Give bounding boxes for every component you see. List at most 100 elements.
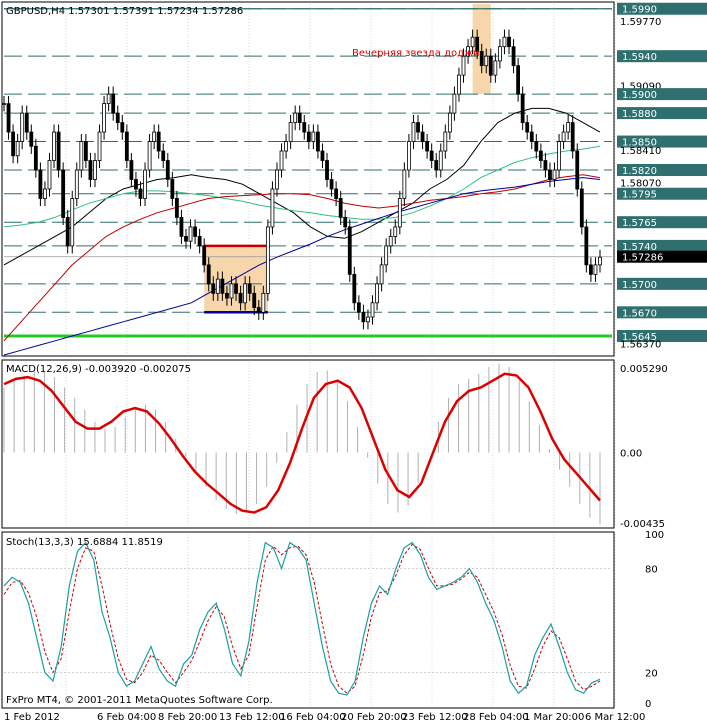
candle-body [507,36,511,48]
candle-body [516,65,521,95]
candle-body [234,283,238,294]
price-axis-label: 1.59770 [620,17,661,28]
candle-body [215,278,220,294]
candle-body [170,179,175,199]
candle-body [429,150,434,161]
candle-body [325,160,329,180]
candle-body [206,264,211,285]
candle-body [316,131,320,152]
candle-body [65,217,70,247]
candle-body [161,150,166,161]
candle-body [143,169,147,199]
stoch-panel [3,534,616,707]
candle-body [302,122,307,133]
candle-body [484,55,489,67]
candle-body [152,131,157,142]
price-axis-label: 1.5645 [622,332,657,343]
candle-body [284,141,288,152]
candle-body [306,131,311,142]
candle-body [334,188,339,199]
candle-body [247,283,252,294]
candle-body [193,226,197,237]
price-label-background [617,239,707,252]
price-axis-label: 1.58070 [620,178,661,189]
stoch-axis-label: 80 [645,565,658,576]
candle-body [20,112,25,142]
candle-body [557,141,561,171]
price-label-background [617,88,707,101]
candle-body [311,131,316,142]
moving-average-line [3,145,601,228]
candle-body [361,311,366,323]
candle-body [279,150,284,171]
price-label-background [617,306,707,319]
macd-title: MACD(12,26,9) -0.003920 -0.002075 [6,364,191,375]
candle-body [252,292,257,308]
candle-body [129,160,134,180]
candle-body [584,226,589,266]
price-axis-label: 1.5900 [622,90,657,101]
candle-body [520,93,525,123]
candle-body [111,93,116,114]
candle-body [174,198,179,218]
price-axis-label: 1.5940 [622,52,657,63]
candle-body [538,150,543,161]
candle-body [548,169,552,180]
price-label-background [617,277,707,290]
candle-body [443,131,448,152]
candle-body [388,236,393,247]
candle-body [38,169,43,199]
price-axis-label: 1.5880 [622,109,657,120]
candle-body [470,36,475,48]
candle-body [79,141,84,171]
candle-body [188,226,193,242]
candle-body [43,188,47,199]
moving-average-line [3,107,601,266]
candle-body [384,245,389,266]
candle-body [261,292,266,313]
price-axis-label: 1.59090 [620,82,661,93]
price-label-background [617,50,707,63]
price-label-background [617,250,707,263]
candle-body [220,278,225,294]
candle-body [352,273,357,304]
x-tick-label: 28 Feb 04:00 [463,712,529,723]
candle-body [598,256,602,266]
candle-body [452,93,457,114]
price-axis-label: 1.5700 [622,280,657,291]
candle-body [243,283,248,304]
macd-axis-label: 0.00 [620,449,642,460]
macd-signal-line [3,372,601,514]
price-panel [2,4,616,356]
macd-panel-frame [1,359,615,529]
candle-body [425,141,430,152]
candle-body [47,160,52,190]
candle-body [379,264,384,285]
candle-body [502,36,507,48]
candle-body [402,169,407,199]
candle-body [543,160,548,171]
candle-body [270,188,275,228]
x-tick-label: 13 Feb 12:00 [219,712,285,723]
candle-body [561,131,566,142]
candle-body [552,169,557,180]
candle-body [52,131,56,161]
x-tick-label: 20 Feb 20:00 [341,712,407,723]
candle-body [197,236,202,247]
candle-body [420,131,425,142]
candle-body [320,150,325,161]
candle-body [297,112,302,123]
x-tick-label: 1 Feb 2012 [4,712,60,723]
x-tick-label: 23 Feb 12:00 [402,712,468,723]
candle-body [97,131,102,161]
symbol-title: GBPUSD,H4 1.57301 1.57391 1.57234 1.5728… [6,6,243,17]
price-label-background [617,330,707,343]
candle-body [534,141,539,152]
x-tick-label: 6 Mar 12:00 [585,712,645,723]
candle-body [511,46,516,67]
price-axis-label: 1.5990 [622,5,657,16]
candle-body [338,198,343,218]
candle-body [434,160,439,171]
candle-body [570,122,575,152]
